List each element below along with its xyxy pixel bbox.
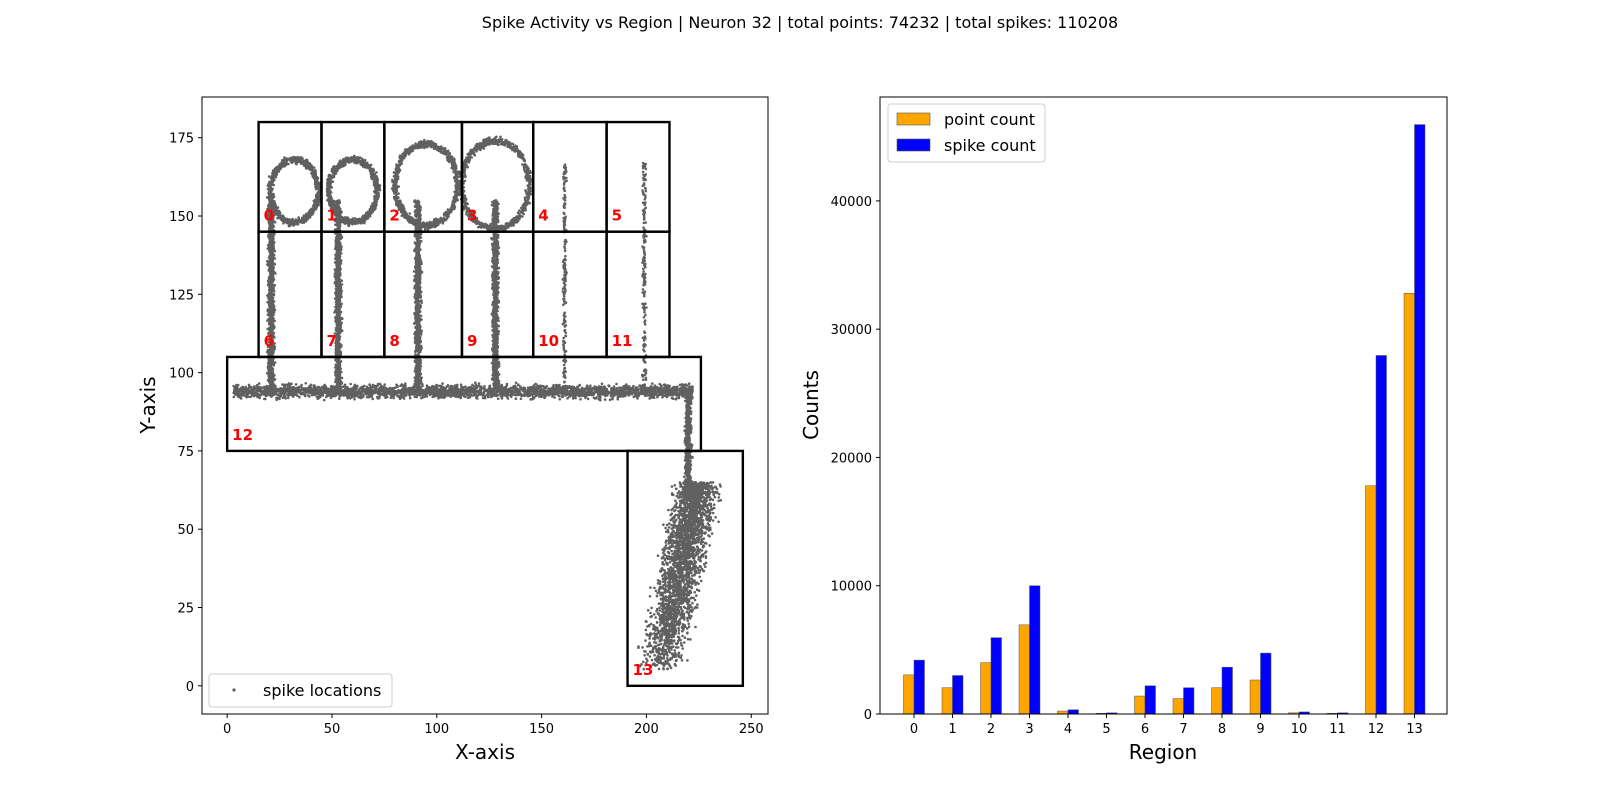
scatter-y-tick-label: 0 [186, 680, 194, 695]
bar-x-tick-label: 10 [1291, 722, 1308, 737]
bar-x-tick-label: 6 [1141, 722, 1149, 737]
bar-y-ticks: 0 10000 20000 30000 40000 [831, 195, 880, 723]
region-label-9: 9 [467, 332, 477, 350]
scatter-legend-box [208, 673, 393, 708]
scatter-x-tick-label: 50 [324, 722, 341, 737]
spike-location-points [232, 135, 723, 671]
region-label-12: 12 [232, 426, 253, 444]
bar-legend-label-spike-count: spike count [944, 136, 1036, 155]
region-label-11: 11 [612, 332, 633, 350]
bar-x-tick-label: 8 [1218, 722, 1226, 737]
region-label-8: 8 [389, 332, 399, 350]
scatter-legend-label: spike locations [263, 681, 381, 700]
bar-spike-count-region-9 [1260, 652, 1272, 715]
scatter-x-tick-label: 150 [529, 722, 554, 737]
scatter-x-axis-label: X-axis [455, 740, 515, 764]
bar-point-count-region-8 [1211, 687, 1223, 715]
bar-spike-count-region-7 [1183, 687, 1195, 715]
region-label-3: 3 [467, 207, 477, 225]
bar-x-tick-label: 9 [1256, 722, 1264, 737]
bar-x-tick-label: 2 [987, 722, 995, 737]
bar-y-axis-label: Counts [799, 370, 823, 440]
region-label-10: 10 [538, 332, 559, 350]
region-label-2: 2 [389, 207, 399, 225]
spike-points [232, 135, 723, 671]
bar-x-tick-label: 1 [948, 722, 956, 737]
bar-x-tick-label: 5 [1102, 722, 1110, 737]
bar-legend-swatch-point-count [896, 112, 931, 126]
bar-spike-count-region-3 [1029, 585, 1041, 715]
region-label-5: 5 [612, 207, 622, 225]
bar-y-tick-label: 0 [864, 708, 872, 723]
scatter-legend: spike locations [208, 673, 393, 708]
scatter-y-axis-label: Y-axis [136, 376, 160, 434]
bar-legend-label-point-count: point count [944, 110, 1035, 129]
scatter-y-tick-label: 75 [177, 445, 194, 460]
region-box-12 [225, 355, 703, 453]
scatter-y-tick-label: 150 [169, 210, 194, 225]
region-label-0: 0 [264, 207, 274, 225]
bar-spike-count-region-4 [1067, 709, 1079, 715]
bar-x-tick-label: 13 [1406, 722, 1423, 737]
bar-x-tick-label: 3 [1025, 722, 1033, 737]
scatter-plot-frame [201, 96, 769, 715]
bar-spike-count-region-8 [1221, 666, 1233, 715]
region-box-13 [626, 449, 745, 688]
scatter-legend-marker [232, 688, 236, 692]
bar-point-count-region-3 [1018, 624, 1030, 715]
bar-x-tick-label: 7 [1179, 722, 1187, 737]
bar-x-tick-label: 4 [1064, 722, 1072, 737]
region-label-7: 7 [326, 332, 336, 350]
bar-y-tick-label: 30000 [831, 323, 872, 338]
bar-y-tick-label: 10000 [831, 580, 872, 595]
scatter-y-ticks: 0 25 50 75 100 125 150 175 [169, 132, 202, 695]
bar-spike-count-region-0 [913, 659, 925, 715]
scatter-x-tick-label: 100 [424, 722, 449, 737]
bar-point-count-region-0 [903, 674, 915, 715]
region-label-13: 13 [633, 661, 654, 679]
bar-spike-count-region-2 [990, 637, 1002, 715]
bar-x-axis-label: Region [1129, 740, 1197, 764]
bar-point-count-region-12 [1365, 485, 1377, 715]
figure-title: Spike Activity vs Region | Neuron 32 | t… [481, 13, 1119, 32]
bar-point-count-region-6 [1134, 695, 1146, 715]
bar-legend: point count spike count [887, 103, 1046, 163]
bar-point-count-region-1 [941, 687, 953, 715]
scatter-y-tick-label: 100 [169, 367, 194, 382]
scatter-x-tick-label: 200 [634, 722, 659, 737]
bar-y-tick-label: 40000 [831, 195, 872, 210]
bar-legend-swatch-spike-count [896, 138, 931, 152]
bar-spike-count-region-13 [1414, 124, 1426, 715]
bar-spike-count-region-12 [1375, 355, 1387, 715]
region-label-1: 1 [326, 207, 336, 225]
bar-spike-count-region-1 [952, 675, 964, 715]
bar-point-count-region-2 [980, 662, 992, 715]
scatter-y-tick-label: 25 [177, 602, 194, 617]
bar-point-count-region-9 [1249, 679, 1261, 715]
scatter-x-ticks: 0 50 100 150 200 250 [223, 714, 764, 737]
bar-y-tick-label: 20000 [831, 451, 872, 466]
bar-series [903, 124, 1426, 715]
bar-point-count-region-13 [1403, 293, 1415, 715]
bar-x-tick-label: 12 [1368, 722, 1385, 737]
bar-spike-count-region-6 [1144, 685, 1156, 715]
bar-plot-frame [879, 96, 1448, 715]
region-label-4: 4 [538, 207, 548, 225]
bar-x-tick-label: 0 [910, 722, 918, 737]
bar-point-count-region-7 [1172, 698, 1184, 715]
scatter-x-tick-label: 0 [223, 722, 231, 737]
bar-x-tick-label: 11 [1329, 722, 1346, 737]
bar-x-ticks: 0 1 2 3 4 5 6 7 8 9 10 11 12 13 [910, 714, 1423, 737]
scatter-y-tick-label: 125 [169, 288, 194, 303]
bar-panel: 0 1 2 3 4 5 6 7 8 9 10 11 12 13 010000200003000040000… [799, 96, 1448, 764]
scatter-x-tick-label: 250 [739, 722, 764, 737]
region-label-6: 6 [264, 332, 274, 350]
scatter-y-tick-label: 50 [177, 523, 194, 538]
scatter-y-tick-label: 175 [169, 132, 194, 147]
